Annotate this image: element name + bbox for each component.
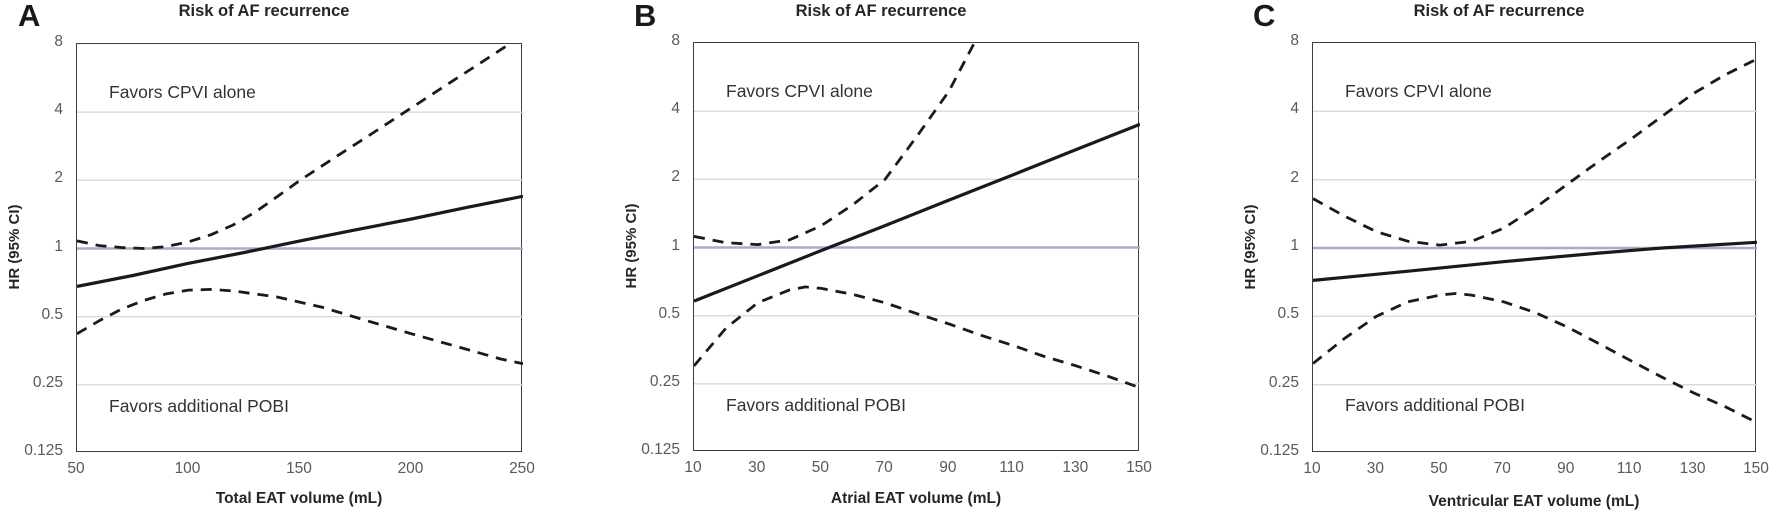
chart-title: Risk of AF recurrence <box>795 2 967 20</box>
panel-letter: B <box>634 0 657 33</box>
x-tick-label-30: 30 <box>1366 460 1385 477</box>
y-tick-label-4: 4 <box>1290 100 1299 118</box>
y-tick-label-8: 8 <box>54 33 63 50</box>
x-tick-label-50: 50 <box>67 460 85 477</box>
y-tick-label-0.125: 0.125 <box>1260 442 1299 459</box>
x-tick-label-90: 90 <box>939 459 957 476</box>
chart-svg <box>694 43 1140 390</box>
y-tick-label-0.25: 0.25 <box>1268 373 1299 391</box>
series-hr <box>1313 240 1757 282</box>
y-tick-label-0.25: 0.25 <box>649 372 680 390</box>
y-tick-label-2: 2 <box>1290 168 1299 186</box>
chart-svg <box>77 44 523 386</box>
x-tick-label-70: 70 <box>875 459 893 476</box>
x-tick-label-70: 70 <box>1493 460 1511 477</box>
x-tick-label-50: 50 <box>811 459 830 476</box>
series-lower-95-ci <box>1313 292 1757 424</box>
x-axis-label: Total EAT volume (mL) <box>215 490 383 507</box>
y-tick-label-0.125: 0.125 <box>24 442 63 459</box>
series-lower-95-ci <box>77 287 523 366</box>
chart-title: Risk of AF recurrence <box>178 2 350 20</box>
series-upper-95-ci <box>694 43 976 247</box>
panel-b: B Risk of AF recurrence HR (95% CI) Favo… <box>590 0 1181 523</box>
plot-area: Favors CPVI alone Favors additional POBI <box>1312 42 1757 452</box>
y-tick-label-0.25: 0.25 <box>32 373 63 391</box>
x-axis-label: Ventricular EAT volume (mL) <box>1428 493 1640 510</box>
panel-letter: A <box>18 0 41 33</box>
series-lower-95-ci <box>694 285 1140 390</box>
y-tick-label-8: 8 <box>1290 32 1299 49</box>
panel-c: C Risk of AF recurrence HR (95% CI) Favo… <box>1181 0 1772 523</box>
y-tick-label-1: 1 <box>1290 237 1299 254</box>
x-tick-label-130: 130 <box>1062 459 1089 476</box>
y-tick-label-0.125: 0.125 <box>641 441 680 458</box>
panel-letter: C <box>1253 0 1276 33</box>
chart-title: Risk of AF recurrence <box>1413 2 1585 20</box>
x-tick-label-90: 90 <box>1557 460 1575 477</box>
plot-area: Favors CPVI alone Favors additional POBI <box>76 43 523 452</box>
x-tick-label-110: 110 <box>999 459 1024 476</box>
series-hr <box>77 194 523 288</box>
x-tick-label-130: 130 <box>1679 460 1706 477</box>
y-tick-label-4: 4 <box>54 101 63 119</box>
x-tick-label-110: 110 <box>1616 460 1642 477</box>
x-tick-label-200: 200 <box>397 460 424 477</box>
x-tick-label-10: 10 <box>684 459 702 476</box>
plot-area: Favors CPVI alone Favors additional POBI <box>693 42 1140 451</box>
x-tick-label-30: 30 <box>748 459 766 476</box>
chart-svg <box>1313 57 1757 424</box>
y-axis-label: HR (95% CI) <box>623 203 640 289</box>
y-tick-label-0.5: 0.5 <box>1277 305 1299 323</box>
x-tick-label-150: 150 <box>1126 459 1152 476</box>
x-tick-label-50: 50 <box>1430 460 1448 477</box>
x-tick-label-10: 10 <box>1303 460 1321 477</box>
annotation-favors-cpvi-alone: Favors CPVI alone <box>109 82 256 102</box>
y-axis-label: HR (95% CI) <box>6 204 23 290</box>
x-tick-label-150: 150 <box>1743 460 1769 477</box>
x-axis-label: Atrial EAT volume (mL) <box>830 490 1002 507</box>
series-upper-95-ci <box>1313 57 1757 247</box>
annotation-favors-additional-pobi: Favors additional POBI <box>109 396 289 416</box>
annotation-favors-additional-pobi: Favors additional POBI <box>1345 395 1525 415</box>
y-axis-label: HR (95% CI) <box>1242 204 1259 290</box>
x-tick-label-250: 250 <box>509 460 535 477</box>
annotation-favors-additional-pobi: Favors additional POBI <box>726 395 906 415</box>
series-hr <box>694 122 1140 303</box>
y-tick-label-4: 4 <box>671 100 680 118</box>
annotation-favors-cpvi-alone: Favors CPVI alone <box>1345 81 1492 101</box>
x-tick-label-100: 100 <box>174 460 201 477</box>
x-tick-label-150: 150 <box>286 460 312 477</box>
panel-a: A Risk of AF recurrence HR (95% CI) Favo… <box>0 0 590 523</box>
annotation-favors-cpvi-alone: Favors CPVI alone <box>726 81 873 101</box>
series-upper-95-ci <box>77 44 511 250</box>
y-tick-label-8: 8 <box>671 32 680 49</box>
